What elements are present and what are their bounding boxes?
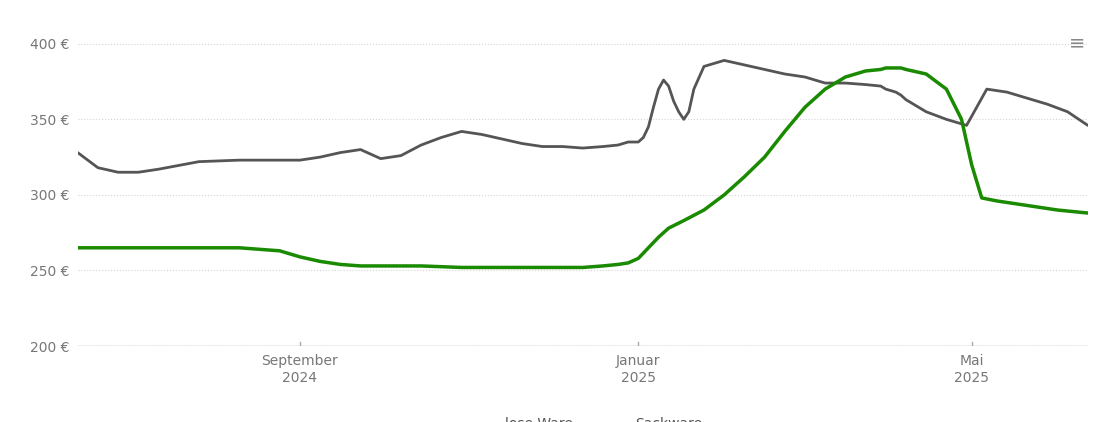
Legend: lose Ware, Sackware: lose Ware, Sackware <box>457 411 708 422</box>
Text: ≡: ≡ <box>1069 34 1086 53</box>
